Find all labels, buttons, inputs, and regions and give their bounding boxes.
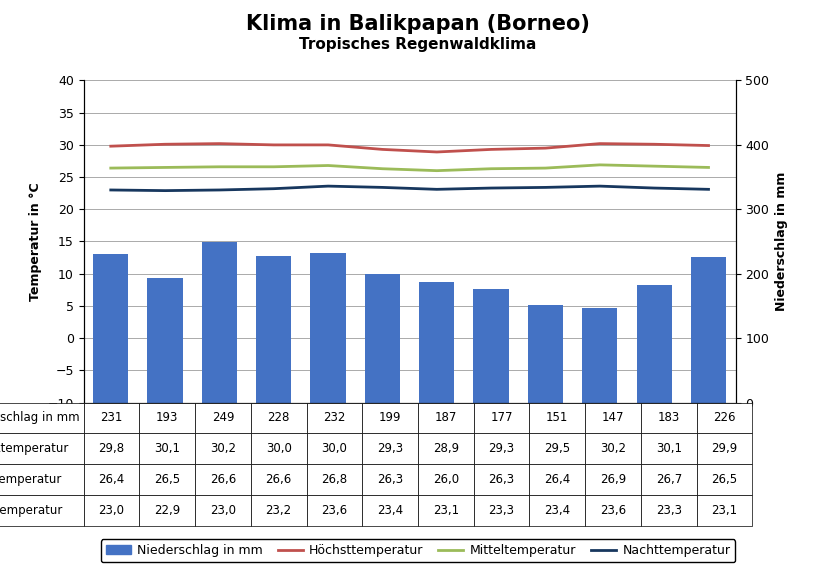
Bar <box>256 256 292 402</box>
Bar <box>147 278 183 402</box>
Bar <box>310 253 346 402</box>
Text: Klima in Balikpapan (Borneo): Klima in Balikpapan (Borneo) <box>246 14 590 34</box>
Text: Tropisches Regenwaldklima: Tropisches Regenwaldklima <box>299 37 537 52</box>
Bar <box>691 257 726 402</box>
Y-axis label: Temperatur in °C: Temperatur in °C <box>29 182 42 301</box>
Bar <box>364 274 400 402</box>
Bar <box>93 254 129 402</box>
Bar <box>528 305 563 402</box>
Bar <box>201 242 237 402</box>
Bar <box>473 289 509 402</box>
Y-axis label: Niederschlag in mm: Niederschlag in mm <box>775 172 788 311</box>
Bar <box>582 308 618 402</box>
Bar <box>419 282 455 402</box>
Bar <box>636 285 672 402</box>
Legend: Niederschlag in mm, Höchsttemperatur, Mitteltemperatur, Nachttemperatur: Niederschlag in mm, Höchsttemperatur, Mi… <box>101 539 735 562</box>
